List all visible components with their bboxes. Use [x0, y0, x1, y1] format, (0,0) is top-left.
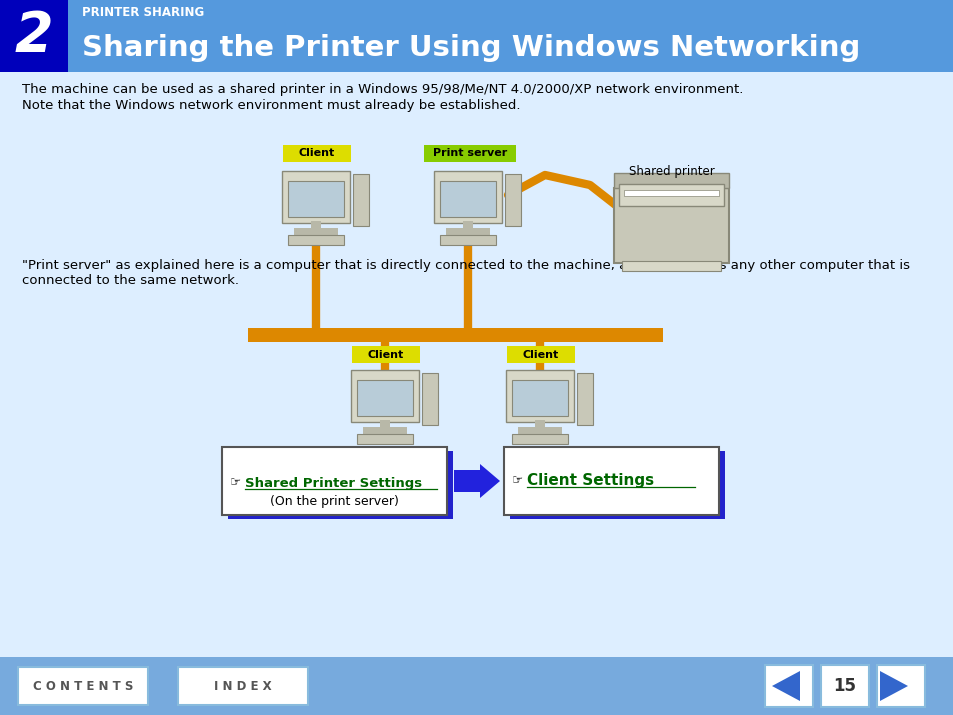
Text: PRINTER SHARING: PRINTER SHARING [82, 6, 204, 19]
Bar [0, 657, 953, 715]
Bar [228, 451, 453, 519]
Text: 15: 15 [833, 677, 856, 695]
Bar [0, 0, 68, 72]
Bar [0, 0, 953, 72]
Bar [512, 380, 567, 416]
Text: 2: 2 [14, 9, 53, 63]
Bar [577, 373, 593, 425]
Bar [764, 665, 812, 707]
Text: Client: Client [522, 350, 558, 360]
Text: Shared Printer Settings: Shared Printer Settings [245, 476, 421, 490]
Text: (On the print server): (On the print server) [270, 495, 398, 508]
Bar [294, 228, 337, 235]
Bar [379, 420, 390, 428]
Bar [510, 451, 724, 519]
Bar [311, 221, 320, 229]
Text: Client Settings: Client Settings [526, 473, 654, 488]
FancyArrow shape [454, 464, 499, 498]
Bar [178, 667, 308, 705]
Bar [421, 373, 437, 425]
Bar [876, 665, 924, 707]
Text: Note that the Windows network environment must already be established.: Note that the Windows network environmen… [22, 99, 520, 112]
Bar [288, 235, 344, 245]
Text: C O N T E N T S: C O N T E N T S [32, 679, 133, 693]
Bar [622, 261, 720, 271]
Bar [624, 190, 719, 196]
Bar [351, 370, 418, 422]
Bar [282, 171, 350, 223]
Text: Client: Client [368, 350, 404, 360]
Bar [18, 667, 148, 705]
Bar [439, 181, 496, 217]
Text: Client: Client [298, 149, 335, 159]
Bar [283, 145, 351, 162]
Bar [614, 188, 729, 263]
Bar [356, 380, 413, 416]
Text: ☞: ☞ [512, 475, 522, 488]
Text: Sharing the Printer Using Windows Networking: Sharing the Printer Using Windows Networ… [82, 34, 860, 62]
Text: Shared printer: Shared printer [628, 165, 714, 179]
Bar [363, 427, 407, 434]
Bar [356, 434, 413, 444]
Bar [439, 235, 496, 245]
Text: The machine can be used as a shared printer in a Windows 95/98/Me/NT 4.0/2000/XP: The machine can be used as a shared prin… [22, 84, 742, 97]
Bar [618, 184, 723, 206]
Bar [248, 328, 662, 342]
Bar [462, 221, 473, 229]
Text: Print server: Print server [433, 149, 507, 159]
Bar [434, 171, 501, 223]
Polygon shape [879, 671, 907, 701]
Bar [353, 174, 369, 226]
Bar [504, 174, 520, 226]
Bar [288, 181, 344, 217]
Text: connected to the same network.: connected to the same network. [22, 275, 239, 287]
Bar [352, 346, 419, 363]
Bar [222, 447, 447, 515]
Bar [505, 370, 574, 422]
Bar [506, 346, 575, 363]
Bar [535, 420, 544, 428]
Bar [614, 173, 729, 188]
Text: "Print server" as explained here is a computer that is directly connected to the: "Print server" as explained here is a co… [22, 259, 909, 272]
Bar [446, 228, 490, 235]
Bar [517, 427, 561, 434]
Text: ☞: ☞ [230, 476, 241, 490]
Bar [821, 665, 868, 707]
Text: I N D E X: I N D E X [214, 679, 272, 693]
Polygon shape [771, 671, 800, 701]
Bar [503, 447, 719, 515]
Bar [512, 434, 567, 444]
Bar [423, 145, 516, 162]
